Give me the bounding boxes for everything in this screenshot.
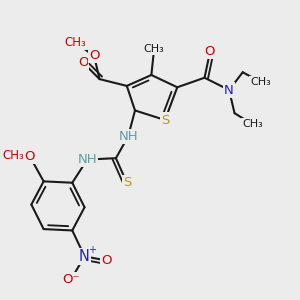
Text: NH: NH (77, 153, 97, 166)
Text: CH₃: CH₃ (64, 36, 86, 49)
Text: NH: NH (118, 130, 138, 143)
Text: +: + (88, 244, 96, 254)
Text: CH₃: CH₃ (242, 119, 262, 129)
Text: O: O (101, 254, 112, 267)
Text: O⁻: O⁻ (62, 273, 80, 286)
Text: S: S (123, 176, 131, 189)
Text: O: O (25, 150, 35, 163)
Text: CH₃: CH₃ (250, 77, 271, 87)
Text: O: O (89, 50, 99, 62)
Text: CH₃: CH₃ (144, 44, 164, 54)
Text: O: O (205, 45, 215, 58)
Text: N: N (79, 249, 90, 264)
Text: CH₃: CH₃ (3, 149, 25, 162)
Text: O: O (78, 56, 88, 69)
Text: N: N (224, 83, 234, 97)
Text: S: S (161, 113, 169, 127)
